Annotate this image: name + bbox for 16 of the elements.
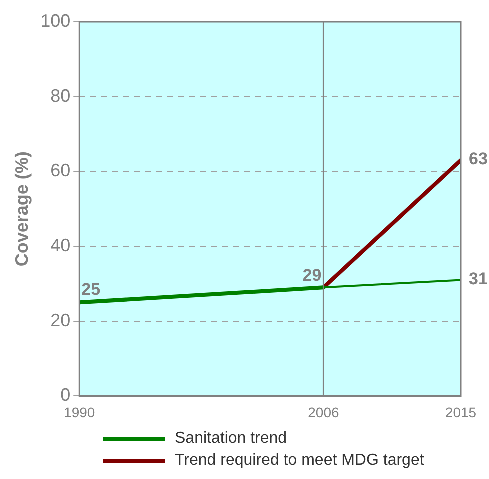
data-label: 31 (469, 269, 488, 288)
legend-label: Sanitation trend (175, 430, 288, 448)
y-tick-label: 40 (50, 235, 71, 256)
y-tick-label: 80 (50, 86, 71, 106)
y-tick-label: 20 (50, 310, 71, 330)
data-label: 29 (302, 266, 322, 285)
x-tick-label: 2015 (445, 404, 477, 420)
y-tick-label: 100 (40, 10, 71, 31)
y-axis-title: Coverage (%) (12, 152, 32, 267)
y-tick-label: 60 (50, 160, 71, 181)
y-tick-label: 0 (60, 385, 71, 406)
data-label: 25 (82, 280, 101, 299)
x-tick-label: 1990 (64, 404, 96, 420)
legend-label: Trend required to meet MDG target (175, 452, 424, 470)
data-label: 63 (469, 150, 488, 169)
x-tick-label: 2006 (308, 404, 340, 420)
